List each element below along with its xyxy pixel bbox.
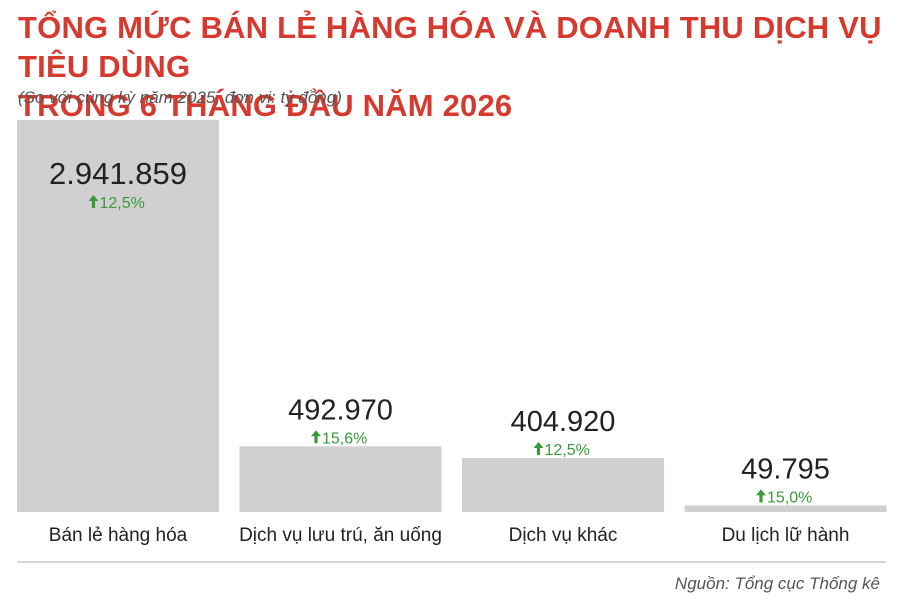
bar-value-label-2: 492.970 (288, 394, 393, 426)
source-note: Nguồn: Tổng cục Thống kê (674, 574, 880, 593)
category-label-1: Bán lẻ hàng hóa (49, 525, 188, 546)
bar-value-label-3: 404.920 (511, 406, 616, 438)
category-label-4: Du lịch lữ hành (722, 525, 850, 546)
category-label-2: Dịch vụ lưu trú, ăn uống (239, 525, 442, 546)
chart-title-line-1: TỔNG MỨC BÁN LẺ HÀNG HÓA VÀ DOANH THU DỊ… (18, 10, 882, 84)
chart-subtitle: (So với cùng kỳ năm 2025, đơn vị: tỷ đồn… (18, 88, 342, 107)
arrow-up-icon (756, 489, 766, 503)
bar-2 (239, 446, 442, 512)
growth-label-2: 15,6% (322, 430, 367, 447)
bar-3 (462, 458, 664, 512)
chart-title: TỔNG MỨC BÁN LẺ HÀNG HÓA VÀ DOANH THU DỊ… (18, 8, 888, 125)
growth-label-1: 12,5% (100, 195, 145, 212)
chart-title-line-2: TRONG 6 THÁNG ĐẦU NĂM 2026 (18, 88, 513, 123)
growth-label-3: 12,5% (545, 442, 590, 459)
bar-value-label-1: 2.941.859 (49, 156, 187, 191)
bar-1 (17, 120, 219, 512)
category-label-3: Dịch vụ khác (509, 525, 618, 546)
bar-4 (684, 505, 887, 512)
bar-value-label-4: 49.795 (741, 453, 830, 485)
arrow-up-icon (533, 442, 544, 456)
arrow-up-icon (88, 195, 99, 208)
arrow-up-icon (311, 430, 321, 444)
growth-label-4: 15,0% (767, 489, 812, 506)
